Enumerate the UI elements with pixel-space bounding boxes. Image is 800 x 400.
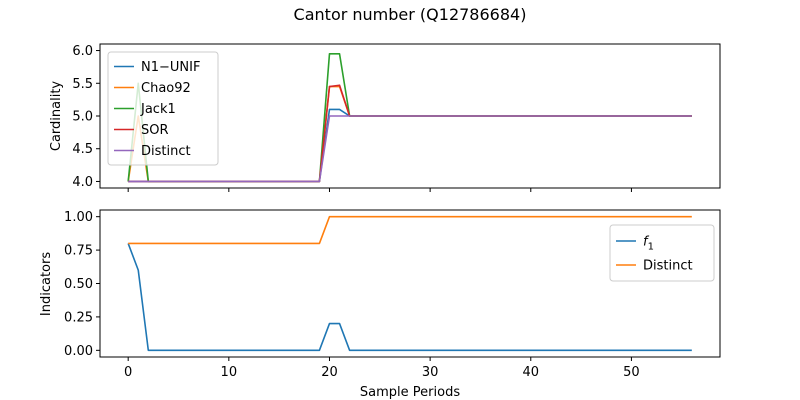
cardinality-y-tick-label: 4.0 <box>72 175 93 190</box>
indicators-x-tick-label: 20 <box>321 365 338 380</box>
figure-title: Cantor number (Q12786684) <box>294 5 527 24</box>
indicators-legend-label-f1: f1 <box>643 235 654 253</box>
indicators-x-tick-label: 40 <box>523 365 540 380</box>
cardinality-y-tick-label: 4.5 <box>72 142 93 157</box>
cardinality-axis-label: Cardinality <box>49 81 64 152</box>
cardinality-series-line-distinct <box>128 115 692 183</box>
cardinality-y-tick-label: 5.5 <box>72 77 93 92</box>
indicators-y-tick-label: 0.25 <box>64 310 93 325</box>
x-axis-label: Sample Periods <box>360 385 460 400</box>
cardinality-ticks: 4.0 4.5 5.0 5.5 6.0 <box>72 44 632 192</box>
indicators-panel: Indicators 0.00 0.25 0.50 0.75 1.00 0 10 20 30 40… <box>39 209 721 380</box>
indicators-y-tick-label: 0.50 <box>64 277 93 292</box>
indicators-series-line-distinct <box>128 215 692 245</box>
cardinality-y-tick-label: 5.0 <box>72 110 93 125</box>
indicators-series-line-f1 <box>127 243 692 352</box>
cardinality-legend-label-jack1: Jack1 <box>140 102 176 117</box>
indicators-ticks: 0.00 0.25 0.50 0.75 1.00 0 10 20 30 40 50 <box>64 210 640 380</box>
cardinality-panel: Cardinality 4.0 4.5 5.0 5.5 6.0 N1−UNIF Chao9… <box>49 43 721 192</box>
cardinality-legend: N1−UNIF Chao92 Jack1 SOR Distinct <box>107 51 219 166</box>
indicators-x-tick-label: 10 <box>221 365 238 380</box>
indicators-x-tick-label: 30 <box>422 365 439 380</box>
indicators-legend-box <box>609 224 715 282</box>
cardinality-y-tick-label: 6.0 <box>72 44 93 59</box>
cardinality-legend-label-n1-unif: N1−UNIF <box>141 60 200 75</box>
cardinality-legend-label-chao92: Chao92 <box>141 81 191 96</box>
cardinality-legend-label-distinct: Distinct <box>141 144 191 159</box>
indicators-legend: f1 Distinct <box>609 224 715 282</box>
cardinality-legend-label-sor: SOR <box>141 123 169 138</box>
indicators-axis-label: Indicators <box>39 252 54 316</box>
indicators-legend-label-distinct: Distinct <box>643 259 693 274</box>
indicators-x-tick-label: 50 <box>623 365 640 380</box>
indicators-lines <box>127 215 692 352</box>
cardinality-legend-box <box>107 51 219 166</box>
indicators-y-tick-label: 1.00 <box>64 210 93 225</box>
indicators-y-tick-label: 0.75 <box>64 244 93 259</box>
indicators-y-tick-label: 0.00 <box>64 344 93 359</box>
indicators-x-tick-label: 0 <box>124 365 132 380</box>
